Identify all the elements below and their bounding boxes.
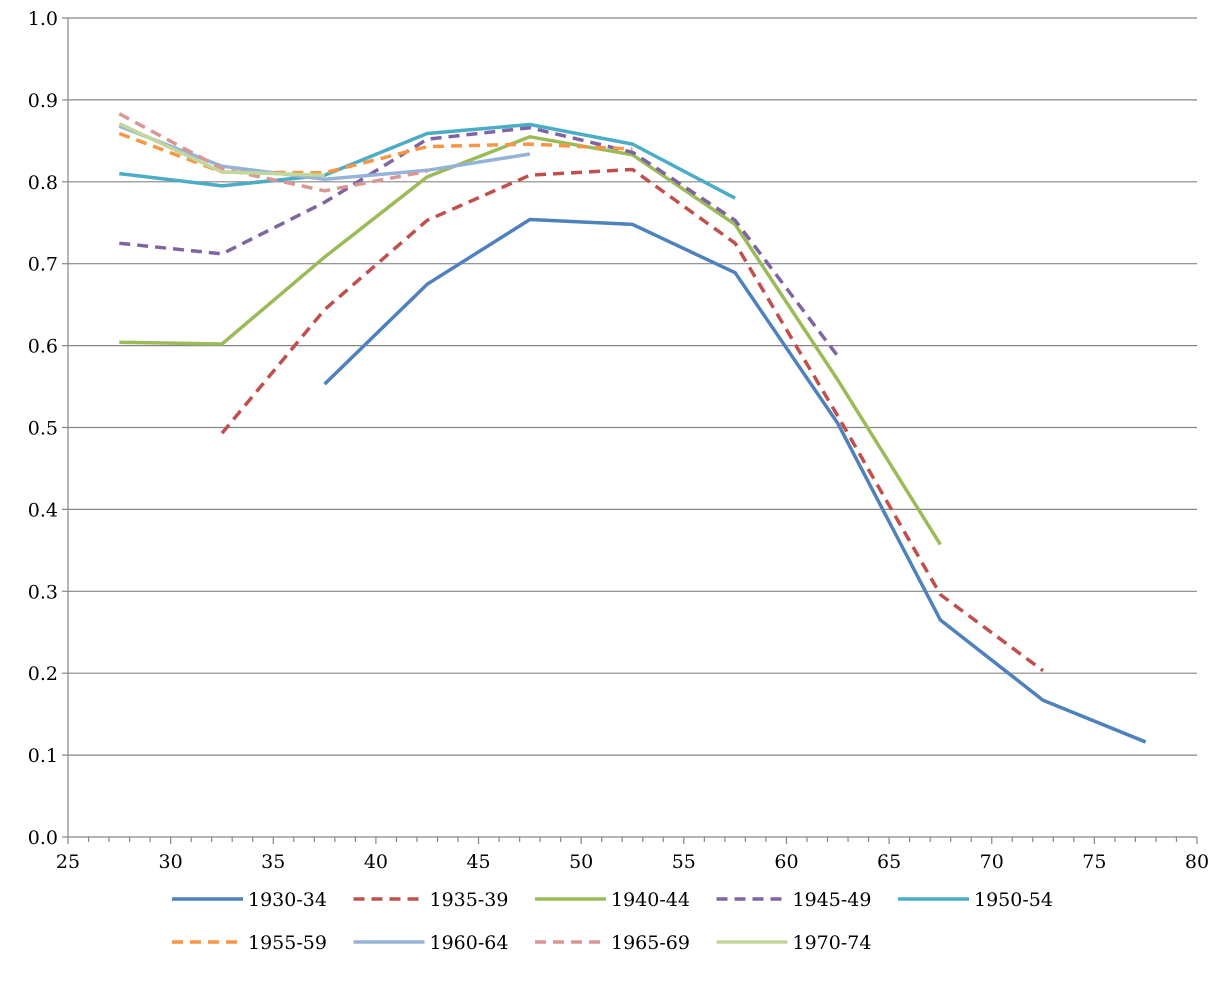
x-tick-label: 30 xyxy=(159,851,183,873)
series-line-1970-74 xyxy=(118,122,325,177)
plot-area xyxy=(118,112,1147,744)
legend: 1930-34 1935-39 1940-44 1945-49 1950-54 1955-… xyxy=(172,889,1053,954)
y-tick-label: 1.0 xyxy=(28,8,58,30)
x-tick-label: 45 xyxy=(466,851,490,873)
series-line-1945-49 xyxy=(119,125,840,358)
y-tick-label: 0.9 xyxy=(28,90,58,112)
x-tick-label: 35 xyxy=(261,851,285,873)
legend-label: 1965-69 xyxy=(611,932,690,954)
legend-item-1935-39: 1935-39 xyxy=(353,889,509,911)
series-line-1960-64 xyxy=(118,124,531,182)
y-tick-label: 0.6 xyxy=(28,336,58,358)
legend-label: 1940-44 xyxy=(611,889,690,911)
legend-item-1945-49: 1945-49 xyxy=(716,889,872,911)
legend-label: 1955-59 xyxy=(248,932,327,954)
gridlines xyxy=(68,17,1197,756)
x-tick-label: 60 xyxy=(774,851,798,873)
x-tick-label: 55 xyxy=(672,851,696,873)
x-tick-label: 75 xyxy=(1082,851,1106,873)
x-axis: 25 30 35 40 45 50 55 60 65 70 75 80 xyxy=(56,836,1209,873)
series-line-1965-69 xyxy=(118,112,428,193)
y-tick-label: 0.8 xyxy=(28,172,58,194)
legend-item-1950-54: 1950-54 xyxy=(898,889,1053,911)
y-tick-label: 0.1 xyxy=(28,745,58,767)
y-tick-label: 0.5 xyxy=(28,418,58,440)
legend-item-1960-64: 1960-64 xyxy=(353,932,509,954)
x-tick-label: 25 xyxy=(56,851,80,873)
x-tick-label: 65 xyxy=(877,851,901,873)
legend-label: 1960-64 xyxy=(430,932,509,954)
series-line-1930-34 xyxy=(323,217,1147,744)
legend-label: 1945-49 xyxy=(793,889,872,911)
legend-item-1955-59: 1955-59 xyxy=(172,932,327,954)
legend-item-1940-44: 1940-44 xyxy=(535,889,690,911)
y-axis: 0.0 0.1 0.2 0.3 0.4 0.5 0.6 0.7 0.8 0.9 1.0 xyxy=(28,8,69,849)
legend-label: 1935-39 xyxy=(430,889,509,911)
x-tick-label: 70 xyxy=(980,851,1004,873)
series-line-1950-54 xyxy=(119,122,736,200)
y-tick-label: 0.2 xyxy=(28,663,58,685)
legend-item-1930-34: 1930-34 xyxy=(172,889,327,911)
x-tick-label: 80 xyxy=(1185,851,1209,873)
y-tick-label: 0.7 xyxy=(28,254,58,276)
legend-label: 1970-74 xyxy=(793,932,872,954)
x-tick-label: 40 xyxy=(364,851,388,873)
legend-item-1965-69: 1965-69 xyxy=(535,932,690,954)
series-line-1935-39 xyxy=(220,167,1045,673)
y-tick-label: 0.3 xyxy=(28,581,58,603)
legend-item-1970-74: 1970-74 xyxy=(716,932,872,954)
x-tick-label: 50 xyxy=(569,851,593,873)
series-line-1940-44 xyxy=(119,135,942,546)
y-tick-label: 0.0 xyxy=(28,827,58,849)
legend-label: 1930-34 xyxy=(248,889,327,911)
y-tick-label: 0.4 xyxy=(28,499,58,521)
legend-label: 1950-54 xyxy=(974,889,1053,911)
